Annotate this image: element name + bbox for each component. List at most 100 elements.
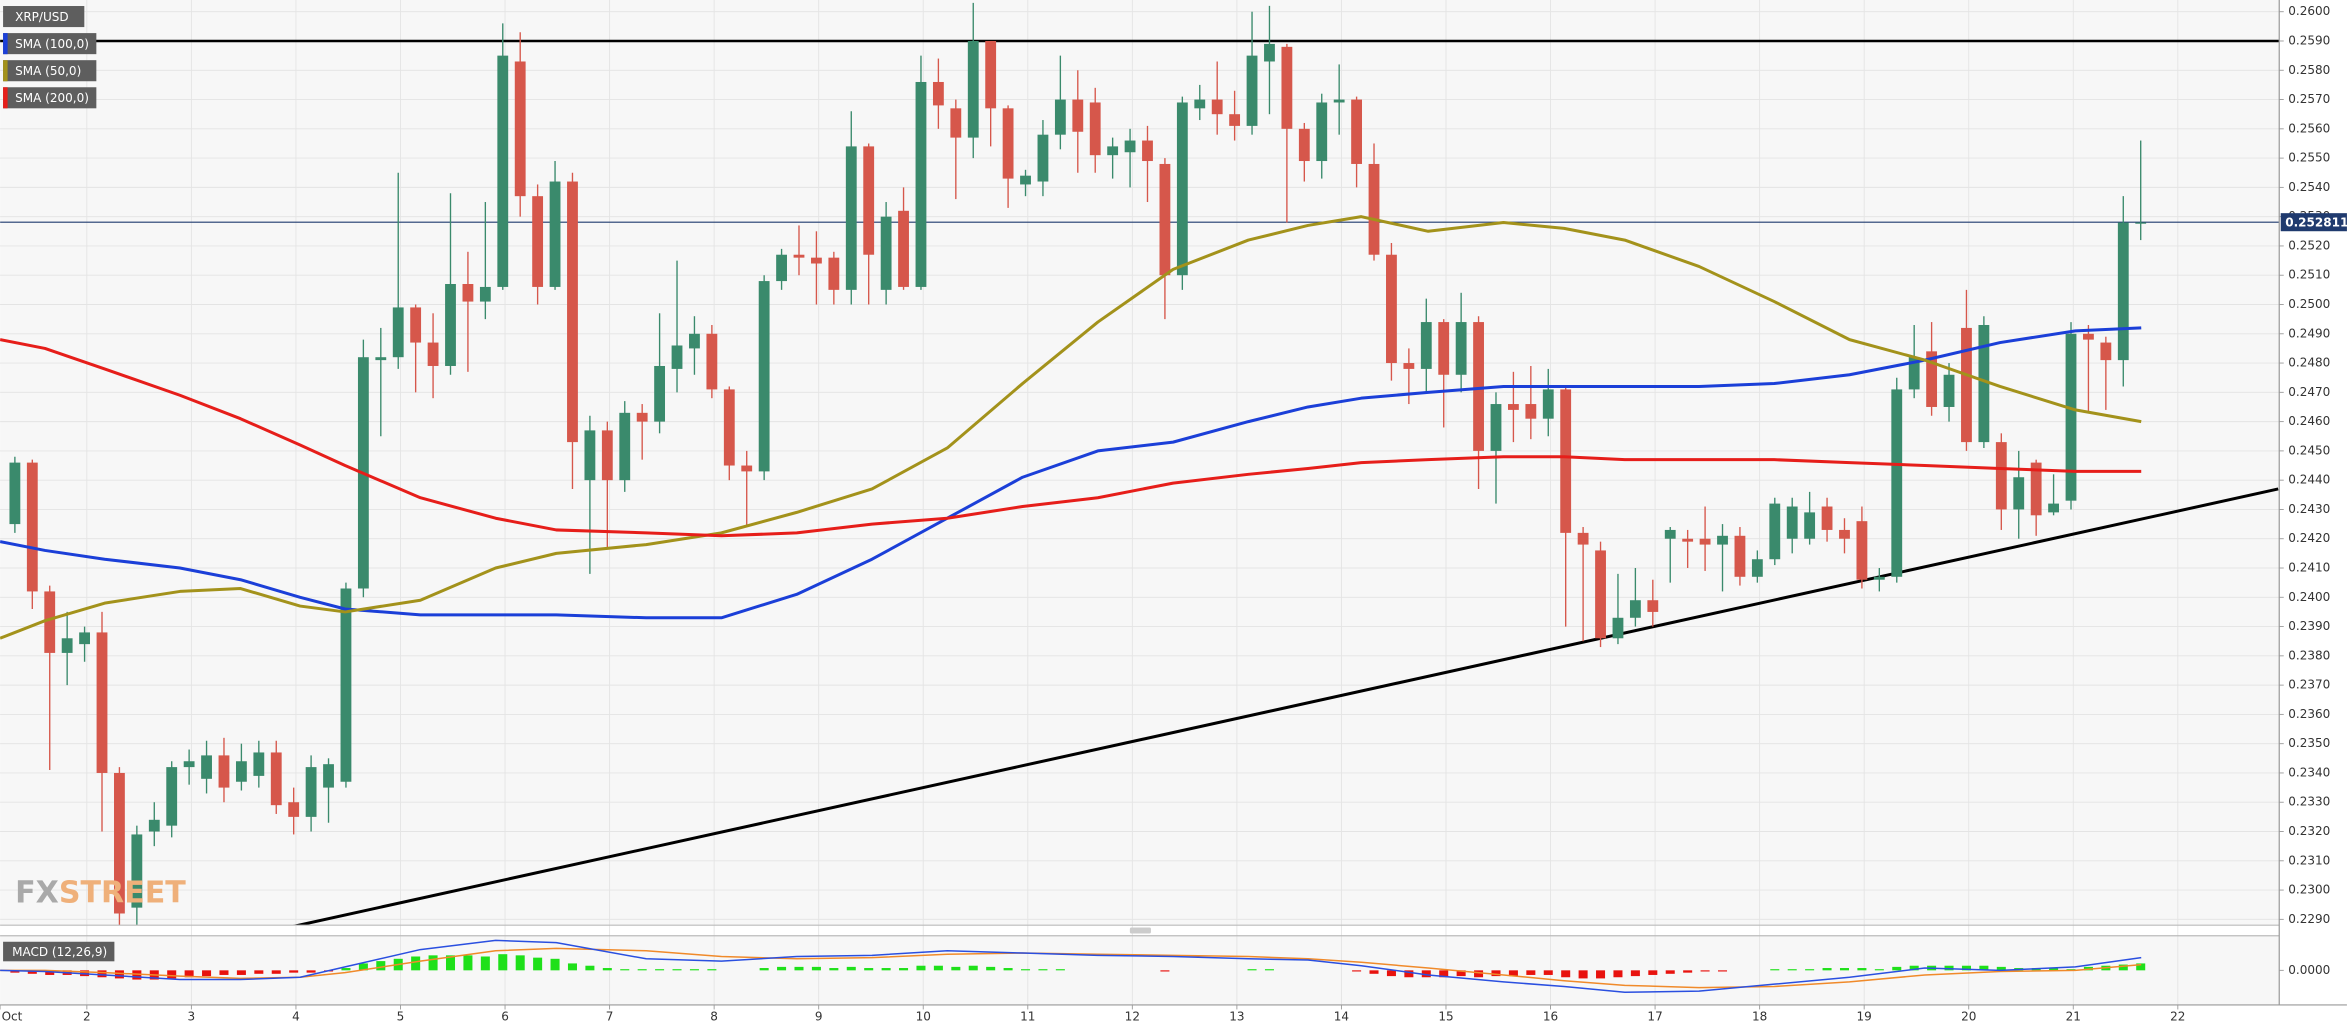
y-tick-label: 0.2520 — [2288, 238, 2330, 252]
candle-body — [1351, 99, 1363, 164]
macd-histogram-bar — [1003, 968, 1013, 971]
legend-swatch — [3, 60, 8, 82]
legend-box — [3, 60, 97, 82]
macd-histogram-bar — [777, 966, 787, 971]
macd-histogram-bar — [1648, 970, 1658, 975]
candle-body — [1054, 99, 1066, 135]
candle-body — [79, 632, 90, 645]
candle-body — [828, 257, 840, 290]
legend-box — [3, 33, 97, 55]
macd-histogram-bar — [2118, 964, 2128, 971]
x-tick-label: 15 — [1438, 1009, 1453, 1023]
candle-body — [497, 55, 509, 287]
candle-body — [235, 761, 247, 782]
candle-body — [2048, 503, 2059, 513]
x-tick-label: 4 — [292, 1009, 300, 1023]
macd-histogram-bar — [846, 966, 856, 971]
macd-histogram-bar — [1857, 968, 1867, 971]
macd-histogram-bar — [271, 970, 281, 974]
macd-histogram-bar — [864, 968, 874, 971]
candle-body — [1891, 389, 1903, 577]
macd-y-tick-label: 0.0000 — [2288, 963, 2330, 977]
candle-body — [44, 591, 56, 653]
candle-body — [9, 462, 21, 525]
sma-line — [0, 215, 2142, 640]
labels: FXSTREET XRP/USD MACD (12,26,9) 0.2290 0.… — [2, 4, 2347, 1023]
candle-body — [967, 40, 979, 138]
x-tick-label: 17 — [1647, 1009, 1662, 1023]
title-box — [3, 6, 85, 28]
macd-histogram-bar — [1822, 968, 1832, 971]
candle-body — [1229, 114, 1241, 126]
candle-body — [1020, 175, 1031, 185]
candle-body — [148, 819, 160, 832]
candle-body — [1298, 128, 1310, 162]
macd-histogram-bar — [1247, 969, 1257, 971]
candle-body — [427, 342, 439, 366]
y-tick-label: 0.2500 — [2288, 297, 2330, 311]
macd-histogram-bar — [411, 956, 421, 971]
y-tick-label: 0.2310 — [2288, 853, 2330, 867]
candle-body — [1142, 140, 1153, 162]
y-tick-label: 0.2580 — [2288, 63, 2330, 77]
candle-body — [1455, 322, 1467, 375]
x-tick-label: 16 — [1543, 1009, 1558, 1023]
y-tick-label: 0.2360 — [2288, 707, 2330, 721]
macd-histogram-bar — [881, 968, 891, 971]
candle-body — [1333, 99, 1345, 103]
x-tick-label: 11 — [1020, 1009, 1035, 1023]
macd-histogram-bar — [794, 966, 804, 971]
candle-body — [1473, 322, 1484, 451]
candle-body — [183, 761, 195, 768]
macd-histogram-bar — [829, 968, 839, 971]
candle-body — [601, 430, 613, 481]
x-tick-label: 5 — [397, 1009, 405, 1023]
macd-histogram-bar — [306, 970, 316, 973]
macd-histogram-bar — [1491, 970, 1501, 977]
candle-body — [1717, 535, 1728, 545]
candle-body — [1124, 140, 1136, 153]
candle-body — [1821, 506, 1833, 530]
panel-handle — [1129, 927, 1151, 934]
x-tick-label: 12 — [1125, 1009, 1140, 1023]
macd-histogram-bar — [986, 966, 996, 971]
candle-body — [201, 755, 212, 779]
x-tick-label: 3 — [188, 1009, 196, 1023]
candle-body — [96, 632, 108, 773]
macd-histogram-bar — [1874, 969, 1884, 971]
y-tick-label: 0.2440 — [2288, 473, 2330, 487]
macd-histogram-bar — [1021, 969, 1031, 971]
trend-line — [291, 487, 2279, 926]
macd-histogram-bar — [1386, 970, 1396, 977]
macd-histogram-bar — [1474, 970, 1484, 978]
candle-body — [1647, 600, 1659, 612]
candle-body — [2083, 333, 2094, 340]
macd-histogram-bar — [1160, 970, 1170, 972]
macd-histogram-bar — [899, 968, 909, 971]
candle-body — [1804, 512, 1816, 539]
last-price-label: 0.252811 — [2285, 215, 2347, 229]
y-tick-label: 0.2380 — [2288, 648, 2330, 662]
y-tick-label: 0.2480 — [2288, 356, 2330, 370]
x-tick-label: Oct — [2, 1009, 23, 1023]
candle-body — [1159, 163, 1171, 276]
macd-histogram-bar — [916, 965, 926, 971]
candle-body — [1368, 163, 1380, 255]
macd-histogram-bar — [114, 970, 124, 979]
macd-histogram-bar — [1508, 970, 1518, 977]
y-tick-label: 0.2570 — [2288, 92, 2330, 106]
macd-histogram-bar — [219, 970, 229, 975]
x-tick-label: 8 — [710, 1009, 718, 1023]
chart-title: XRP/USD — [15, 10, 69, 24]
macd-histogram-bar — [498, 954, 508, 971]
macd-histogram-bar — [289, 970, 299, 973]
candle-body — [1873, 576, 1885, 580]
candle-body — [1786, 506, 1798, 539]
candle-body — [619, 412, 631, 481]
candle-body — [863, 146, 875, 255]
macd-histogram-bar — [968, 965, 978, 971]
candle-body — [1386, 254, 1397, 364]
macd-histogram-bar — [463, 955, 473, 971]
macd-histogram-bar — [1404, 970, 1414, 978]
